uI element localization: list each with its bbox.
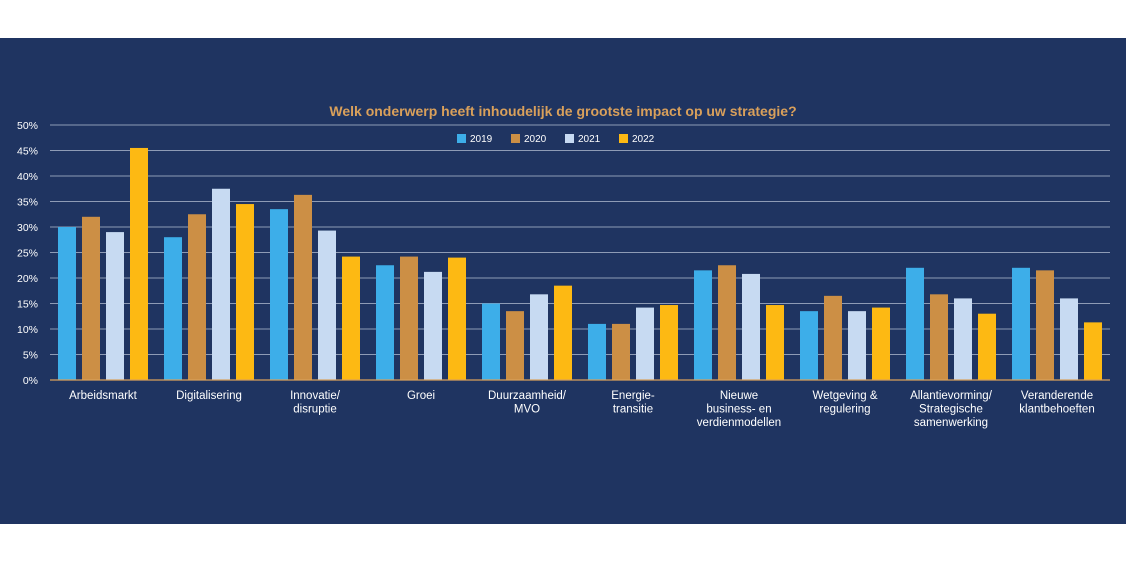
y-tick-label: 40% [17, 171, 38, 183]
bar-2020 [188, 214, 206, 380]
category-label: Duurzaamheid/MVO [488, 390, 567, 416]
bar-2019 [164, 237, 182, 380]
bar-2021 [530, 294, 548, 380]
bar-2022 [448, 257, 466, 380]
y-tick-label: 10% [17, 324, 38, 336]
y-axis-ticks: 0% 5% 10% 15% 20% 25% 30% 35% 40% 45% 50% [17, 120, 38, 387]
bar-2022 [1084, 322, 1102, 380]
y-tick-label: 15% [17, 299, 38, 311]
y-tick-label: 25% [17, 248, 38, 260]
bar-2022 [236, 204, 254, 380]
bar-2021 [212, 188, 230, 380]
bar-2019 [694, 270, 712, 380]
category-label: Innovatie/disruptie [290, 390, 341, 416]
bar-2020 [1036, 270, 1054, 380]
legend-swatch-2021 [565, 134, 574, 143]
bar-2019 [1012, 267, 1030, 380]
gridlines [50, 124, 1110, 355]
bar-2021 [424, 271, 442, 380]
bar-2022 [978, 313, 996, 380]
legend: 2019 2020 2021 2022 [457, 134, 655, 145]
legend-swatch-2022 [619, 134, 628, 143]
y-tick-label: 20% [17, 273, 38, 285]
bar-2021 [848, 311, 866, 380]
legend-label: 2020 [524, 134, 547, 145]
bar-2020 [506, 311, 524, 380]
y-tick-label: 45% [17, 146, 38, 158]
bar-2019 [270, 209, 288, 380]
legend-swatch-2020 [511, 134, 520, 143]
y-tick-label: 30% [17, 222, 38, 234]
bar-2019 [58, 227, 76, 380]
legend-swatch-2019 [457, 134, 466, 143]
category-label: Wetgeving & regulering [813, 390, 878, 416]
bar-2021 [1060, 298, 1078, 380]
x-axis-categories: Arbeidsmarkt Digitalisering Innovatie/disr… [69, 390, 1095, 429]
y-tick-label: 35% [17, 197, 38, 209]
bar-2019 [376, 265, 394, 380]
bar-2019 [800, 311, 818, 380]
bar-2019 [482, 303, 500, 380]
legend-label: 2021 [578, 134, 601, 145]
bar-2021 [106, 232, 124, 380]
y-tick-label: 0% [23, 375, 38, 387]
bar-2020 [824, 295, 842, 380]
category-label: Groei [407, 390, 435, 402]
bar-2020 [930, 294, 948, 380]
bars [58, 147, 1102, 380]
category-label: Nieuwe business- en verdienmodellen [697, 390, 781, 429]
bar-2020 [718, 265, 736, 380]
bar-2021 [742, 273, 760, 380]
bar-2022 [554, 285, 572, 380]
category-label: Allantievorming/Strategische samenwerking [910, 390, 993, 429]
bar-2022 [766, 305, 784, 380]
chart-panel: Welk onderwerp heeft inhoudelijk de groo… [0, 38, 1126, 524]
bar-2021 [636, 307, 654, 380]
y-tick-label: 50% [17, 120, 38, 132]
bar-2021 [318, 230, 336, 380]
bar-2020 [294, 194, 312, 380]
category-label: Veranderende klantbehoeften [1019, 390, 1094, 416]
category-label: Digitalisering [176, 390, 242, 402]
legend-label: 2022 [632, 134, 655, 145]
category-label: Energie-transitie [611, 390, 655, 416]
bar-2019 [588, 323, 606, 380]
bar-2020 [612, 323, 630, 380]
bar-2021 [954, 298, 972, 380]
bar-2022 [660, 305, 678, 380]
bar-2019 [906, 267, 924, 380]
bar-2022 [342, 256, 360, 380]
bar-2022 [130, 147, 148, 380]
bar-2020 [400, 256, 418, 380]
bar-2022 [872, 307, 890, 380]
bar-2020 [82, 216, 100, 380]
bar-chart: Welk onderwerp heeft inhoudelijk de groo… [17, 103, 1110, 429]
category-label: Arbeidsmarkt [69, 390, 138, 402]
chart-title: Welk onderwerp heeft inhoudelijk de groo… [329, 103, 796, 119]
y-tick-label: 5% [23, 350, 38, 362]
legend-label: 2019 [470, 134, 493, 145]
